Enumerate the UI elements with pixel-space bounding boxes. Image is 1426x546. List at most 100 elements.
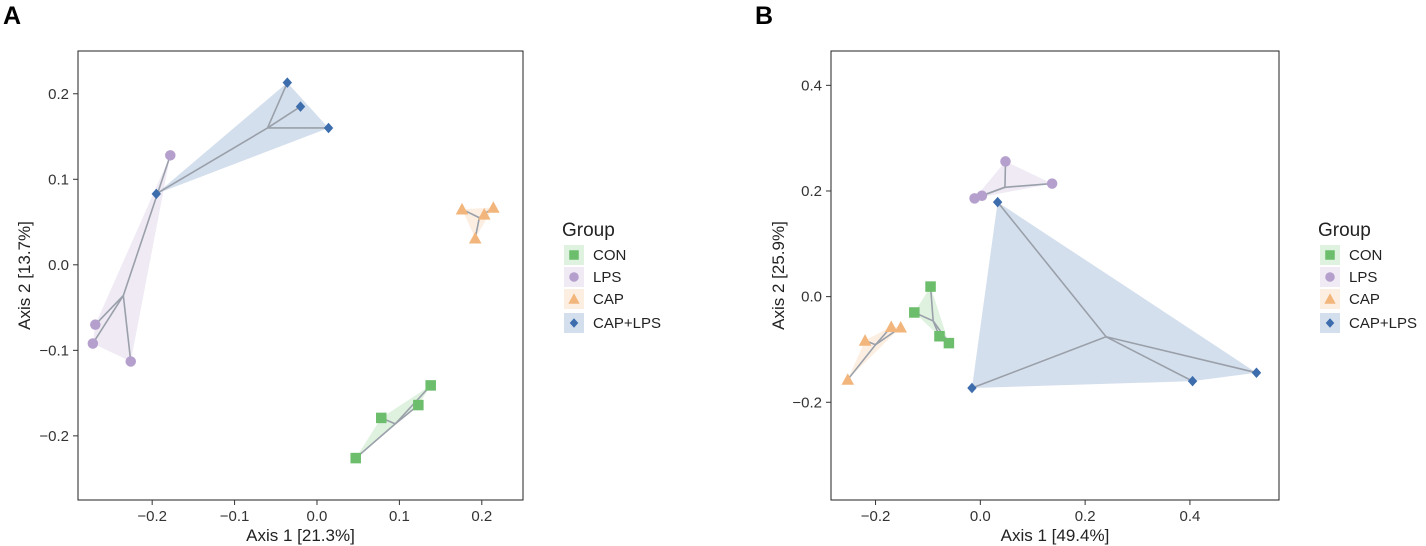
legend-label-cap-lps: CAP+LPS xyxy=(593,315,661,332)
spider-cap-lps-3 xyxy=(155,127,268,195)
legend-marker-cap-lps xyxy=(569,318,579,328)
point-cap-lps-0 xyxy=(992,196,1003,208)
y-tick-label: 0.2 xyxy=(801,183,822,200)
y-tick-label: 0.0 xyxy=(801,289,822,306)
x-tick-label: 0.1 xyxy=(389,508,410,525)
legend-marker-lps xyxy=(569,272,579,282)
legend-marker-cap xyxy=(1324,293,1336,304)
point-cap-3 xyxy=(894,320,907,333)
spider-lps-1 xyxy=(1004,182,1053,189)
panel-a: A −0.2 −0.1 0.0 0.1 0.2 −0.2 −0.1 0.0 0.1 0.2 Axis … xyxy=(3,2,661,545)
point-lps-3 xyxy=(125,356,136,367)
point-con-2 xyxy=(934,330,945,342)
legend-title: Group xyxy=(562,220,615,241)
point-con-0 xyxy=(350,452,361,464)
legend-label-cap: CAP xyxy=(1349,291,1380,308)
y-tick-label: 0.4 xyxy=(801,77,822,94)
spider-cap-lps-0 xyxy=(997,201,1107,338)
point-lps-1 xyxy=(90,319,101,330)
point-cap-lps-2 xyxy=(323,122,334,134)
spider-con-0 xyxy=(355,423,396,459)
legend-label-con: CON xyxy=(593,247,626,264)
hull-cap-lps xyxy=(156,82,329,194)
spider-cap-lps-3 xyxy=(1105,335,1257,374)
legend-label-lps: LPS xyxy=(593,269,621,286)
point-lps-2 xyxy=(87,338,99,349)
legend-marker-cap-lps xyxy=(1325,318,1335,328)
spider-cap-lps-2 xyxy=(1105,336,1193,382)
point-lps-0 xyxy=(1000,156,1011,167)
point-cap-lps-3 xyxy=(1251,367,1262,378)
spider-lps-1 xyxy=(94,295,124,326)
point-cap-2 xyxy=(477,208,491,220)
legend-title: Group xyxy=(1318,220,1371,241)
x-tick-label: 0.0 xyxy=(970,508,991,525)
legend-marker-lps xyxy=(1325,272,1335,282)
legend-label-con: CON xyxy=(1349,247,1382,264)
legend-marker-con xyxy=(569,250,579,260)
x-tick-label: 0.0 xyxy=(307,508,328,525)
point-con-1 xyxy=(376,412,387,424)
legend-label-cap-lps: CAP+LPS xyxy=(1349,315,1417,332)
point-lps-0 xyxy=(165,150,176,161)
legend-marker-con xyxy=(1325,250,1335,260)
spider-lps-0 xyxy=(122,155,172,296)
plot-frame xyxy=(77,50,524,501)
hull-cap-lps xyxy=(971,202,1257,389)
point-cap-lps-1 xyxy=(295,101,306,112)
point-cap-0 xyxy=(841,373,855,385)
legend: Group CON LPS CAP CAP+LPS xyxy=(562,220,661,333)
hull-lps xyxy=(974,161,1053,199)
point-cap-lps-3 xyxy=(151,188,162,200)
x-tick-label: 0.2 xyxy=(1075,508,1096,525)
spider-con-0 xyxy=(929,286,934,321)
spider-con-3 xyxy=(394,384,432,425)
point-cap-0 xyxy=(455,202,469,215)
hull-con xyxy=(355,385,431,459)
point-cap-1 xyxy=(858,334,872,346)
x-tick-label: −0.2 xyxy=(137,508,167,525)
point-con-1 xyxy=(909,307,920,318)
y-axis-title: Axis 2 [25.9%] xyxy=(769,221,788,330)
hull-lps xyxy=(92,155,171,362)
spider-cap-0 xyxy=(847,344,877,381)
point-lps-3 xyxy=(969,193,980,204)
x-axis-title: Axis 1 [21.3%] xyxy=(246,526,355,545)
x-tick-label: −0.2 xyxy=(861,508,891,525)
spider-lps-3 xyxy=(122,295,132,362)
spider-cap-lps-1 xyxy=(971,336,1107,389)
point-con-3 xyxy=(425,380,436,391)
y-tick-label: 0.1 xyxy=(48,171,69,188)
panel-label: A xyxy=(3,2,21,30)
point-con-2 xyxy=(413,399,424,411)
legend-marker-cap xyxy=(568,293,580,304)
point-lps-1 xyxy=(1046,178,1058,189)
legend-label-cap: CAP xyxy=(593,291,624,308)
y-tick-label: −0.2 xyxy=(792,394,822,411)
x-axis-title: Axis 1 [49.4%] xyxy=(1001,526,1110,545)
hull-cap xyxy=(847,326,901,380)
x-tick-label: 0.2 xyxy=(471,508,492,525)
x-tick-label: 0.4 xyxy=(1179,508,1200,525)
spider-cap-lps-0 xyxy=(266,82,289,129)
legend-label-lps: LPS xyxy=(1349,269,1377,286)
spider-cap-lps-1 xyxy=(267,105,301,129)
hull-con xyxy=(914,286,949,344)
point-cap-3 xyxy=(468,231,482,244)
point-cap-lps-1 xyxy=(967,382,977,394)
panel-b: B −0.2 0.0 0.2 0.4 −0.2 0.0 0.2 0.4 Axis 1 [49.4%… xyxy=(755,2,1417,545)
point-cap-lps-0 xyxy=(282,77,293,88)
y-axis-title: Axis 2 [13.7%] xyxy=(15,221,34,330)
panel-label: B xyxy=(755,2,773,30)
y-tick-label: 0.2 xyxy=(48,86,69,103)
y-tick-label: −0.1 xyxy=(39,342,69,359)
plot-frame xyxy=(830,50,1280,501)
x-tick-label: −0.1 xyxy=(220,508,250,525)
spider-lps-2 xyxy=(92,295,124,344)
y-tick-label: −0.2 xyxy=(39,428,69,445)
legend: Group CON LPS CAP CAP+LPS xyxy=(1318,220,1417,333)
point-cap-1 xyxy=(487,201,500,213)
point-cap-2 xyxy=(884,320,898,332)
point-con-3 xyxy=(943,337,955,349)
